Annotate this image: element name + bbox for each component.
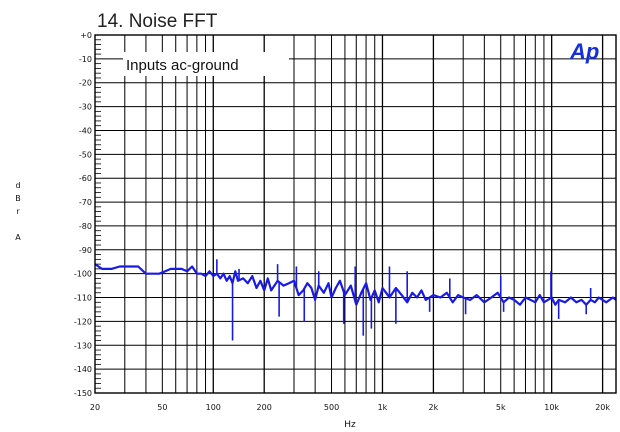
- y-tick-label: -60: [79, 174, 92, 183]
- y-axis-label-letter: A: [15, 233, 21, 242]
- y-axis-label: dBr A: [15, 181, 21, 242]
- x-tick-label: 50: [157, 403, 167, 412]
- y-tick-label: -20: [79, 79, 92, 88]
- y-axis-ticks: +0 -10 -20 -30 -40 -50 -60 -70 -80 -90 -100 -110 -12…: [74, 31, 101, 398]
- x-tick-label: 5k: [496, 403, 506, 412]
- y-tick-label: -50: [79, 150, 92, 159]
- x-tick-label: 20k: [595, 403, 610, 412]
- y-axis-label-letter: r: [16, 207, 20, 216]
- x-tick-label: 500: [324, 403, 339, 412]
- plot-grid: [95, 34, 616, 394]
- x-tick-label: 10k: [544, 403, 559, 412]
- y-axis-label-letter: B: [15, 194, 21, 203]
- y-tick-label: -80: [79, 222, 92, 231]
- annotation-label: Inputs ac-ground: [126, 57, 239, 74]
- y-tick-label: -70: [79, 198, 92, 207]
- y-tick-label: -40: [79, 126, 92, 135]
- x-axis-label: Hz: [344, 420, 356, 430]
- y-axis-label-letter: d: [15, 181, 20, 190]
- x-tick-label: 1k: [378, 403, 388, 412]
- x-axis-ticks: 20 50 100 200 500 1k 2k 5k 10k 20k: [90, 403, 610, 412]
- x-tick-label: 2k: [429, 403, 439, 412]
- y-tick-label: -100: [74, 270, 92, 279]
- ap-logo: Ap: [569, 39, 599, 64]
- annotation-background: [123, 52, 289, 76]
- y-tick-label: -150: [74, 389, 92, 398]
- y-tick-label: -10: [79, 55, 92, 64]
- x-tick-label: 100: [206, 403, 221, 412]
- noise-spectrum-line: [94, 263, 617, 306]
- y-tick-label: -130: [74, 341, 92, 350]
- plot-frame: [94, 34, 617, 394]
- x-tick-label: 20: [90, 403, 100, 412]
- series-layer: [94, 259, 617, 341]
- x-tick-label: 200: [257, 403, 272, 412]
- chart-title: 14. Noise FFT: [97, 11, 218, 32]
- y-tick-label: -30: [79, 103, 92, 112]
- y-tick-label: -120: [74, 317, 92, 326]
- y-tick-label: -110: [74, 294, 92, 303]
- y-tick-label: -140: [74, 365, 92, 374]
- y-tick-label: -90: [79, 246, 92, 255]
- y-tick-label: +0: [80, 31, 92, 40]
